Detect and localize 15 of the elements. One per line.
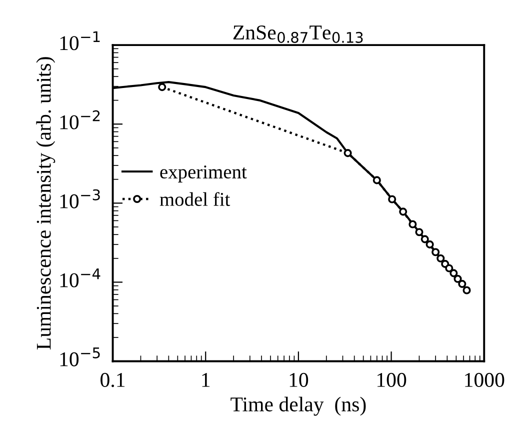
x-tick-label: 1: [202, 373, 210, 387]
chart-title: ZnSe$_{0.87}$Te$_{0.13}$: [233, 26, 363, 43]
x-tick-label: 100: [377, 372, 406, 387]
y-tick-label: 10$^{−1}$: [60, 31, 100, 50]
x-axis-title: Time delay (ns): [230, 396, 366, 416]
y-tick-label: 10$^{−5}$: [60, 348, 100, 366]
x-tick-label: 1000: [465, 372, 504, 387]
x-tick-label: 0.1: [100, 372, 125, 388]
legend-label: experiment: [160, 165, 247, 182]
y-axis-title: Luminescence intensity (arb. units): [36, 57, 56, 350]
y-tick-label: 10$^{−2}$: [60, 110, 100, 130]
y-tick-label: 10$^{−3}$: [60, 189, 100, 208]
y-tick-label: 10$^{−4}$: [60, 268, 100, 288]
x-tick-label: 10: [290, 372, 308, 387]
legend-label: model fit: [160, 192, 230, 206]
